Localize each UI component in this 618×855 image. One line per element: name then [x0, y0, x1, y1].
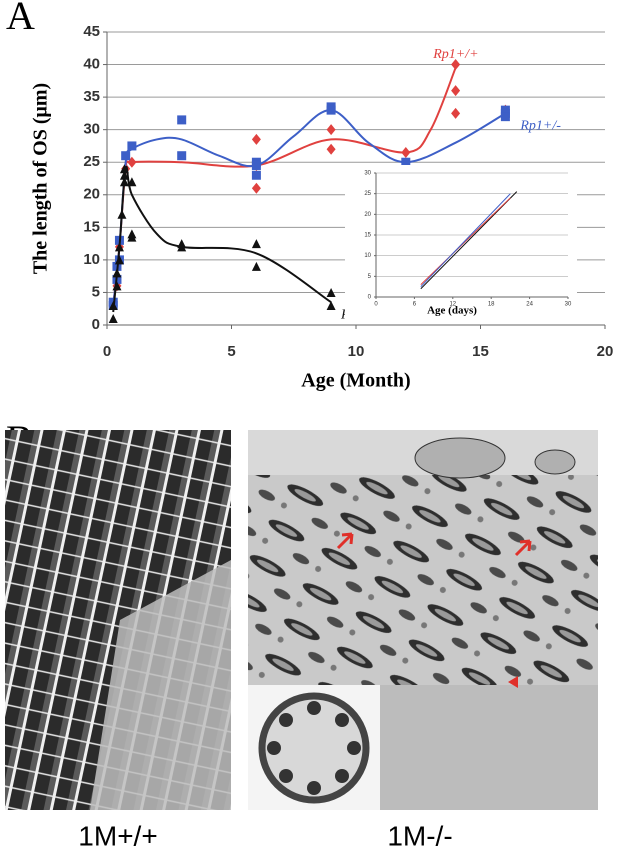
data-point	[112, 268, 122, 278]
data-point	[119, 164, 129, 174]
data-point	[251, 182, 261, 194]
series-label: Rp1+/-	[519, 119, 561, 134]
x-tick-label: 0	[374, 302, 378, 308]
y-tick-label: 25	[364, 191, 371, 197]
x-tick-label: 6	[413, 302, 417, 308]
data-point	[326, 287, 336, 297]
y-tick-label: 15	[83, 218, 100, 235]
line	[420, 193, 511, 288]
y-tick-label: 10	[83, 251, 100, 268]
data-point	[112, 281, 122, 291]
data-point	[401, 146, 411, 158]
y-tick-label: 30	[364, 171, 371, 177]
x-tick-label: 24	[526, 302, 533, 308]
data-point	[451, 59, 461, 71]
line	[420, 197, 511, 285]
x-axis-title: Age (days)	[427, 305, 477, 317]
y-tick-label: 40	[83, 56, 100, 73]
x-tick-label: 12	[449, 302, 456, 308]
data-point	[401, 157, 411, 167]
data-point	[119, 177, 129, 187]
data-point	[326, 143, 336, 155]
y-axis-title: The length of OS (μm)	[30, 83, 52, 274]
data-point	[127, 177, 137, 187]
y-tick-label: 25	[83, 153, 100, 170]
data-point	[127, 156, 137, 168]
data-point	[108, 313, 118, 323]
caption: 1M+/+	[78, 820, 157, 851]
data-point	[127, 141, 137, 151]
data-point	[108, 300, 118, 310]
series-label: Rp1+/+	[432, 47, 478, 62]
y-tick-label: 0	[368, 295, 372, 301]
y-tick-label: 15	[364, 233, 371, 239]
x-tick-label: 30	[565, 302, 572, 308]
caption: 1M-/-	[387, 820, 452, 851]
data-point	[121, 151, 131, 161]
data-point	[451, 107, 461, 119]
data-point	[251, 160, 261, 170]
fit-line	[112, 165, 332, 313]
data-point	[251, 239, 261, 249]
x-tick-label: 18	[488, 302, 495, 308]
y-tick-label: 35	[83, 88, 100, 105]
data-point	[500, 112, 510, 122]
y-tick-label: 20	[83, 186, 100, 203]
data-point	[114, 255, 124, 265]
y-tick-label: 20	[364, 212, 371, 218]
x-tick-label: 20	[597, 343, 614, 360]
panel-label: A	[6, 0, 35, 38]
data-point	[114, 242, 124, 252]
x-tick-label: 10	[348, 343, 365, 360]
data-point	[451, 85, 461, 97]
data-point	[177, 239, 187, 249]
inset-background	[345, 165, 577, 323]
data-point	[177, 115, 187, 125]
micrograph-right	[248, 430, 598, 810]
x-tick-label: 0	[103, 343, 111, 360]
data-point	[326, 300, 336, 310]
data-point	[177, 151, 187, 161]
data-point	[117, 209, 127, 219]
data-point	[326, 105, 336, 115]
y-tick-label: 30	[83, 121, 100, 138]
micrograph-left	[5, 430, 231, 810]
y-tick-label: 0	[92, 316, 100, 333]
x-tick-label: 5	[227, 343, 235, 360]
y-tick-label: 45	[83, 23, 100, 40]
fit-line	[112, 109, 506, 306]
data-point	[326, 124, 336, 136]
data-point	[127, 229, 137, 239]
y-tick-label: 10	[364, 253, 371, 259]
data-point	[251, 133, 261, 145]
data-point	[251, 261, 261, 271]
data-point	[251, 170, 261, 180]
data-point	[119, 170, 129, 180]
y-tick-label: 5	[368, 274, 372, 280]
x-tick-label: 15	[472, 343, 489, 360]
x-axis-title: Age (Month)	[301, 370, 410, 392]
y-tick-label: 5	[92, 283, 100, 300]
